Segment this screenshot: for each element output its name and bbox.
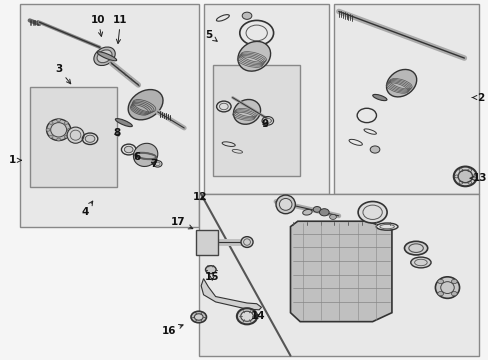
Circle shape [437,292,443,296]
Bar [333,4,478,194]
Text: 16: 16 [161,324,183,336]
Circle shape [319,209,328,216]
Text: 5: 5 [204,30,217,41]
Polygon shape [201,279,261,310]
Ellipse shape [375,223,397,230]
Circle shape [357,202,386,223]
Circle shape [67,129,71,131]
Ellipse shape [302,210,311,215]
Circle shape [329,215,336,220]
Circle shape [49,122,53,125]
Ellipse shape [124,146,133,153]
Bar [198,194,478,356]
Bar [30,87,116,187]
Ellipse shape [219,103,228,110]
Ellipse shape [155,162,160,166]
Ellipse shape [241,237,253,247]
Ellipse shape [236,308,257,324]
Text: 8: 8 [113,129,120,138]
Ellipse shape [275,195,295,214]
Ellipse shape [191,311,206,323]
Ellipse shape [97,50,112,63]
Text: 1: 1 [9,155,21,165]
Ellipse shape [194,314,203,320]
Ellipse shape [453,167,476,186]
Ellipse shape [133,143,158,166]
Circle shape [49,135,53,138]
Text: 6: 6 [133,152,140,162]
Circle shape [369,146,379,153]
Circle shape [57,119,61,122]
Circle shape [437,279,443,284]
Text: 14: 14 [250,311,264,321]
Bar [213,65,300,176]
Ellipse shape [94,47,115,66]
Text: 13: 13 [469,173,487,183]
Text: 17: 17 [171,217,192,229]
Polygon shape [290,221,391,321]
Ellipse shape [128,90,163,120]
Ellipse shape [240,311,253,321]
Circle shape [46,129,50,131]
Text: 10: 10 [91,15,105,36]
Circle shape [450,292,456,296]
Circle shape [450,279,456,284]
Text: 9: 9 [261,120,268,129]
Text: 12: 12 [193,192,207,202]
Ellipse shape [457,170,471,183]
Text: 7: 7 [150,159,158,169]
Ellipse shape [85,135,95,142]
Circle shape [64,122,68,125]
Ellipse shape [115,118,132,127]
Ellipse shape [410,257,430,268]
Circle shape [264,118,271,123]
Ellipse shape [404,241,427,255]
Text: 15: 15 [204,272,219,282]
Ellipse shape [46,119,71,140]
Ellipse shape [386,69,416,97]
Text: 3: 3 [55,64,71,84]
Bar [20,4,198,226]
Ellipse shape [279,198,291,210]
Ellipse shape [238,41,270,71]
Circle shape [64,135,68,138]
Text: 11: 11 [113,15,127,44]
Ellipse shape [233,99,260,124]
Bar [196,230,218,255]
Text: 2: 2 [471,93,483,103]
Ellipse shape [97,52,117,61]
Ellipse shape [434,277,459,298]
Ellipse shape [372,94,386,101]
Ellipse shape [67,127,84,143]
Ellipse shape [205,266,216,274]
Circle shape [242,12,251,19]
Ellipse shape [51,123,66,137]
Circle shape [312,207,320,212]
Text: 4: 4 [81,201,93,217]
Bar [203,4,328,194]
Circle shape [57,138,61,141]
